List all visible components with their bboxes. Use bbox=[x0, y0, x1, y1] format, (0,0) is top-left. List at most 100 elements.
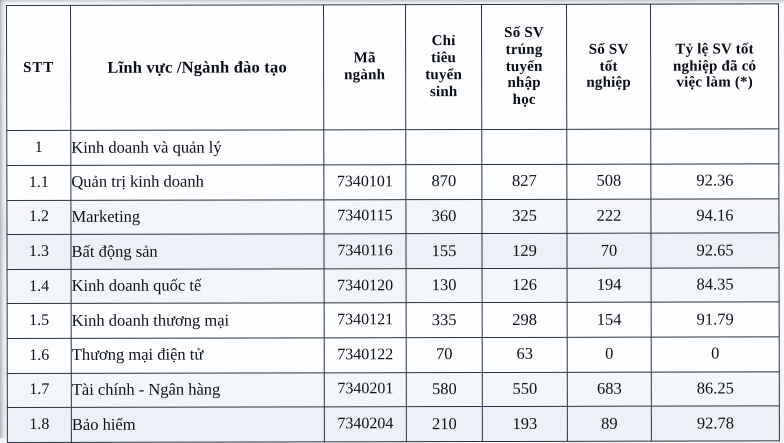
cell-employment-rate: 0 bbox=[651, 337, 779, 372]
cell-admission-quota: 335 bbox=[406, 303, 482, 338]
cell-employment-rate: 84.35 bbox=[651, 268, 779, 303]
cell-index: 1.8 bbox=[7, 408, 71, 443]
cell-major-code: 7340101 bbox=[324, 165, 406, 200]
column-header-enrolled: Số SV trúng tuyển nhập học bbox=[482, 4, 567, 129]
column-header-employment-rate-line-1: Tỷ lệ SV tốt bbox=[651, 41, 778, 58]
column-header-code: Mã ngành bbox=[324, 5, 406, 130]
cell-graduates: 194 bbox=[567, 268, 651, 303]
cell-enrolled-students: 193 bbox=[482, 406, 567, 441]
column-header-enrolled-line-1: Số SV bbox=[482, 24, 566, 41]
cell-graduates: 683 bbox=[567, 372, 651, 407]
cell-index: 1.4 bbox=[7, 269, 71, 304]
column-header-code-line-1: Mã bbox=[324, 50, 405, 67]
cell-enrolled-students: 129 bbox=[482, 234, 567, 269]
cell-graduates: 222 bbox=[567, 199, 651, 234]
cell-admission-quota: 360 bbox=[406, 199, 482, 234]
cell-field-name: Thương mại điện tử bbox=[71, 338, 324, 373]
cell-graduates: 508 bbox=[567, 164, 651, 199]
cell-field-name: Bất động sản bbox=[71, 234, 324, 269]
cell-index: 1.3 bbox=[7, 235, 71, 270]
cell-enrolled-students: 550 bbox=[482, 372, 567, 407]
column-header-graduates-line-2: tốt bbox=[567, 58, 650, 75]
column-header-employment-rate: Tỷ lệ SV tốt nghiệp đã có việc làm (*) bbox=[650, 4, 778, 129]
cell-index: 1.7 bbox=[7, 373, 71, 408]
cell-enrolled-students: 325 bbox=[482, 199, 567, 234]
table-header: STT Lĩnh vực /Ngành đào tạo Mã ngành Chỉ… bbox=[7, 4, 779, 131]
cell-field-name: Kinh doanh và quản lý bbox=[71, 130, 324, 166]
column-header-enrolled-line-2: trúng bbox=[482, 41, 566, 58]
cell-admission-quota: 155 bbox=[406, 234, 482, 269]
cell-admission-quota: 210 bbox=[406, 407, 482, 442]
cell-employment-rate bbox=[651, 129, 779, 164]
cell-admission-quota: 580 bbox=[406, 372, 482, 407]
column-header-stt: STT bbox=[7, 5, 71, 130]
cell-employment-rate: 92.36 bbox=[651, 164, 779, 199]
column-header-quota-line-1: Chỉ bbox=[406, 33, 481, 50]
cell-admission-quota: 130 bbox=[406, 268, 482, 303]
cell-index: 1.5 bbox=[7, 304, 71, 339]
table-header-row: STT Lĩnh vực /Ngành đào tạo Mã ngành Chỉ… bbox=[7, 4, 779, 131]
cell-major-code: 7340120 bbox=[324, 268, 406, 303]
cell-field-name: Marketing bbox=[71, 199, 324, 234]
cell-graduates: 70 bbox=[567, 233, 651, 268]
cell-employment-rate: 86.25 bbox=[651, 371, 779, 406]
cell-major-code bbox=[324, 130, 406, 165]
cell-field-name: Tài chính - Ngân hàng bbox=[71, 372, 324, 407]
admissions-statistics-table: STT Lĩnh vực /Ngành đào tạo Mã ngành Chỉ… bbox=[6, 3, 780, 442]
column-header-graduates-line-1: Số SV bbox=[567, 41, 650, 58]
cell-graduates: 154 bbox=[567, 303, 651, 338]
cell-field-name: Quản trị kinh doanh bbox=[71, 165, 324, 200]
column-header-code-line-2: ngành bbox=[324, 67, 405, 84]
column-header-graduates-line-3: nghiệp bbox=[567, 75, 650, 92]
cell-employment-rate: 92.78 bbox=[651, 406, 779, 441]
cell-employment-rate: 94.16 bbox=[651, 198, 779, 233]
cell-field-name: Bảo hiểm bbox=[71, 407, 324, 442]
cell-admission-quota: 70 bbox=[406, 337, 482, 372]
column-header-graduates: Số SV tốt nghiệp bbox=[566, 4, 650, 129]
cell-major-code: 7340201 bbox=[324, 372, 406, 407]
cell-major-code: 7340115 bbox=[324, 199, 406, 234]
table-container: STT Lĩnh vực /Ngành đào tạo Mã ngành Chỉ… bbox=[6, 3, 779, 436]
column-header-employment-rate-line-3: việc làm (*) bbox=[651, 75, 778, 92]
cell-field-name: Kinh doanh quốc tế bbox=[71, 269, 324, 304]
cell-graduates: 89 bbox=[567, 406, 651, 441]
column-header-quota-line-2: tiêu bbox=[406, 50, 481, 67]
cell-index: 1.2 bbox=[7, 200, 71, 235]
column-header-employment-rate-line-2: nghiệp đã có bbox=[651, 58, 778, 75]
cell-index: 1 bbox=[7, 130, 71, 165]
column-header-field: Lĩnh vực /Ngành đào tạo bbox=[71, 5, 324, 131]
cell-graduates: 0 bbox=[567, 337, 651, 372]
cell-employment-rate: 92.65 bbox=[651, 233, 779, 268]
cell-enrolled-students: 827 bbox=[482, 164, 567, 199]
cell-major-code: 7340204 bbox=[324, 407, 406, 442]
cell-enrolled-students bbox=[482, 129, 567, 164]
cell-enrolled-students: 63 bbox=[482, 337, 567, 372]
cell-index: 1.6 bbox=[7, 338, 71, 373]
cell-major-code: 7340121 bbox=[324, 303, 406, 338]
column-header-stt-line-1: STT bbox=[7, 59, 70, 76]
cell-employment-rate: 91.79 bbox=[651, 302, 779, 337]
cell-enrolled-students: 126 bbox=[482, 268, 567, 303]
column-header-quota-line-4: sinh bbox=[406, 84, 481, 101]
cell-admission-quota: 870 bbox=[406, 165, 482, 200]
cell-index: 1.1 bbox=[7, 165, 71, 200]
column-header-enrolled-line-3: tuyển bbox=[482, 58, 566, 75]
column-header-enrolled-line-4: nhập bbox=[482, 75, 566, 92]
cell-field-name: Kinh doanh thương mại bbox=[71, 303, 324, 338]
cell-major-code: 7340116 bbox=[324, 234, 406, 269]
column-header-quota: Chỉ tiêu tuyển sinh bbox=[406, 5, 482, 130]
cell-admission-quota bbox=[406, 130, 482, 165]
cell-enrolled-students: 298 bbox=[482, 303, 567, 338]
cell-major-code: 7340122 bbox=[324, 338, 406, 373]
column-header-enrolled-line-5: học bbox=[482, 92, 566, 109]
